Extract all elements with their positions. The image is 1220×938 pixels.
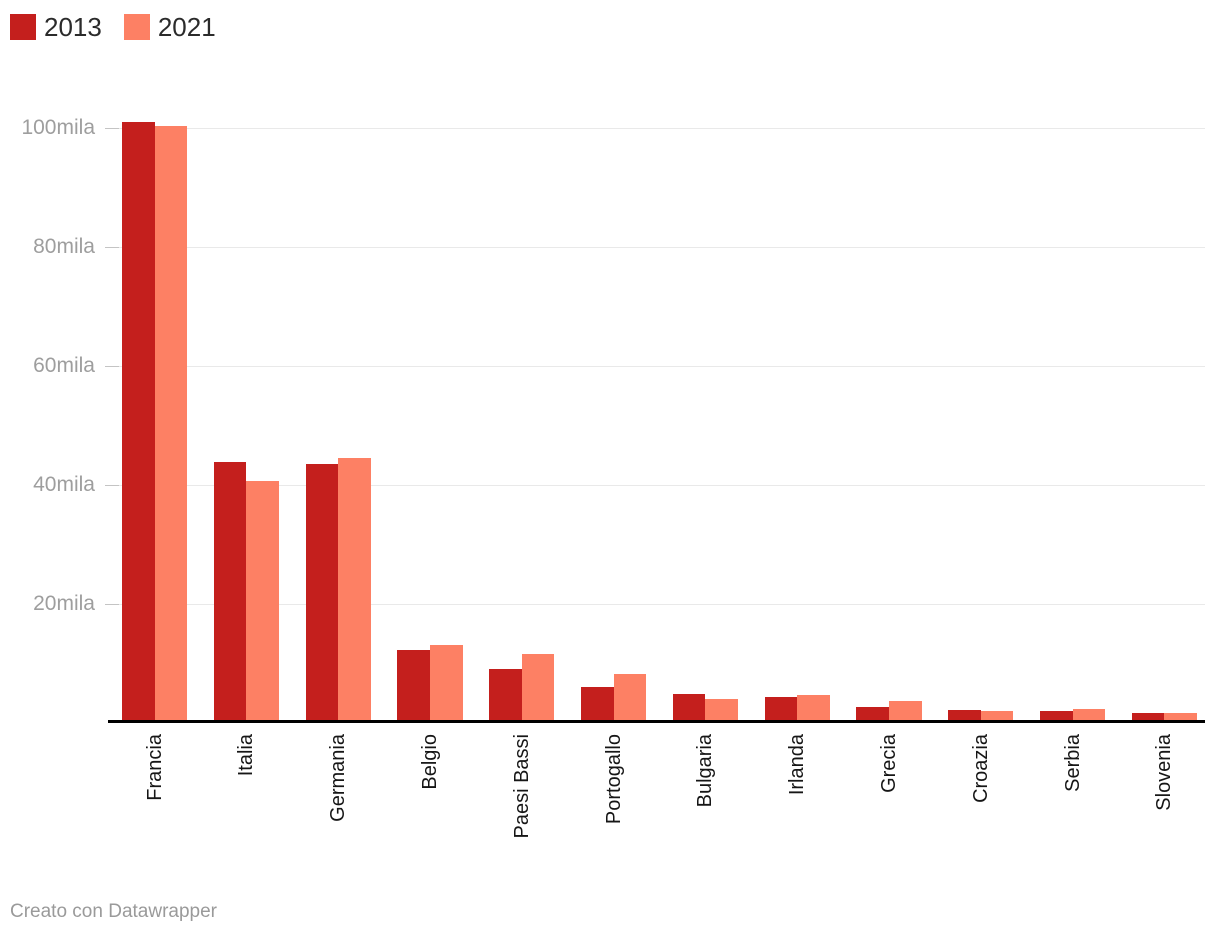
bar-germania-2013[interactable] (305, 464, 339, 723)
bar-irlanda-2013[interactable] (764, 697, 798, 723)
legend-swatch-2013 (10, 14, 36, 40)
bar-belgio-2021[interactable] (430, 645, 463, 723)
x-axis-label-slovenia: Slovenia (1153, 734, 1176, 811)
x-axis-label-germania: Germania (327, 734, 350, 822)
x-axis-label-bulgaria: Bulgaria (694, 734, 717, 808)
x-axis-label-paesi-bassi: Paesi Bassi (510, 734, 533, 839)
bar-belgio-2013[interactable] (397, 650, 430, 723)
x-axis-label-francia: Francia (143, 734, 166, 801)
axis-tick-60mila (105, 366, 119, 367)
bar-paesi-bassi-2013[interactable] (489, 669, 522, 723)
x-axis-label-grecia: Grecia (878, 734, 900, 793)
y-axis-label-60mila: 60mila (33, 354, 95, 377)
gridline-40mila (119, 485, 1205, 486)
y-axis-label-40mila: 40mila (33, 473, 95, 496)
bar-francia-2013[interactable] (122, 122, 155, 723)
x-axis-baseline (108, 720, 1205, 723)
gridline-100mila (119, 128, 1205, 129)
gridline-20mila (119, 604, 1205, 605)
legend-item-2021: 2021 (123, 12, 216, 42)
bar-serbia-2021[interactable] (1072, 709, 1106, 723)
legend-label-2021: 2021 (157, 12, 216, 42)
bar-bulgaria-2021[interactable] (705, 699, 738, 723)
bar-grecia-2021[interactable] (889, 701, 922, 723)
bar-bulgaria-2013[interactable] (672, 694, 706, 723)
x-axis-label-italia: Italia (235, 734, 258, 777)
bar-germania-2021[interactable] (338, 458, 371, 723)
y-axis-label-100mila: 100mila (21, 116, 95, 139)
x-axis-label-serbia: Serbia (1061, 734, 1084, 792)
bar-portogallo-2013[interactable] (581, 687, 614, 723)
y-axis-label-20mila: 20mila (33, 592, 95, 615)
axis-tick-20mila (105, 604, 119, 605)
bar-irlanda-2021[interactable] (797, 695, 830, 723)
bar-grecia-2013[interactable] (856, 707, 889, 723)
bar-portogallo-2021[interactable] (613, 674, 647, 723)
axis-tick-40mila (105, 485, 119, 486)
bar-francia-2021[interactable] (154, 126, 188, 723)
x-axis-label-belgio: Belgio (419, 734, 441, 790)
legend-item-2013: 2013 (10, 13, 102, 41)
bar-italia-2013[interactable] (213, 462, 247, 723)
legend-swatch-2021 (123, 14, 150, 40)
gridline-60mila (119, 366, 1205, 367)
bar-slovenia-2021[interactable] (1164, 713, 1197, 723)
gridline-80mila (119, 247, 1205, 248)
legend: 2013 2021 (10, 13, 216, 41)
x-axis-label-portogallo: Portogallo (602, 734, 625, 825)
bar-slovenia-2013[interactable] (1131, 713, 1165, 723)
legend-label-2013: 2013 (44, 12, 102, 42)
bar-italia-2021[interactable] (246, 481, 279, 723)
axis-tick-100mila (105, 128, 119, 129)
bar-croazia-2013[interactable] (948, 710, 981, 723)
x-axis-label-irlanda: Irlanda (786, 734, 809, 796)
bar-paesi-bassi-2021[interactable] (521, 654, 555, 723)
x-axis-label-croazia: Croazia (969, 734, 992, 803)
y-axis-label-80mila: 80mila (33, 235, 95, 258)
axis-tick-80mila (105, 247, 119, 248)
attribution-text: Creato con Datawrapper (10, 901, 217, 922)
